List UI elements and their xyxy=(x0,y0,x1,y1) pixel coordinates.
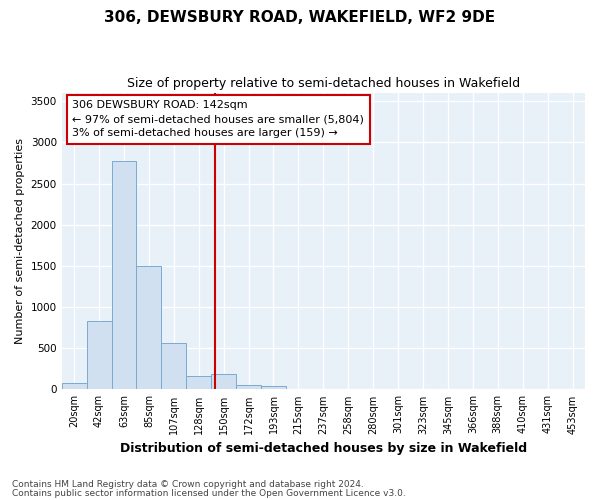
X-axis label: Distribution of semi-detached houses by size in Wakefield: Distribution of semi-detached houses by … xyxy=(120,442,527,455)
Bar xyxy=(161,344,186,390)
Text: Contains public sector information licensed under the Open Government Licence v3: Contains public sector information licen… xyxy=(12,489,406,498)
Bar xyxy=(136,266,161,390)
Text: 306, DEWSBURY ROAD, WAKEFIELD, WF2 9DE: 306, DEWSBURY ROAD, WAKEFIELD, WF2 9DE xyxy=(104,10,496,25)
Title: Size of property relative to semi-detached houses in Wakefield: Size of property relative to semi-detach… xyxy=(127,78,520,90)
Bar xyxy=(62,384,86,390)
Text: Contains HM Land Registry data © Crown copyright and database right 2024.: Contains HM Land Registry data © Crown c… xyxy=(12,480,364,489)
Bar xyxy=(286,389,311,390)
Bar xyxy=(211,374,236,390)
Y-axis label: Number of semi-detached properties: Number of semi-detached properties xyxy=(15,138,25,344)
Bar xyxy=(186,376,211,390)
Bar xyxy=(261,386,286,390)
Bar xyxy=(112,160,136,390)
Bar xyxy=(236,385,261,390)
Bar xyxy=(86,321,112,390)
Text: 306 DEWSBURY ROAD: 142sqm
← 97% of semi-detached houses are smaller (5,804)
3% o: 306 DEWSBURY ROAD: 142sqm ← 97% of semi-… xyxy=(72,100,364,138)
